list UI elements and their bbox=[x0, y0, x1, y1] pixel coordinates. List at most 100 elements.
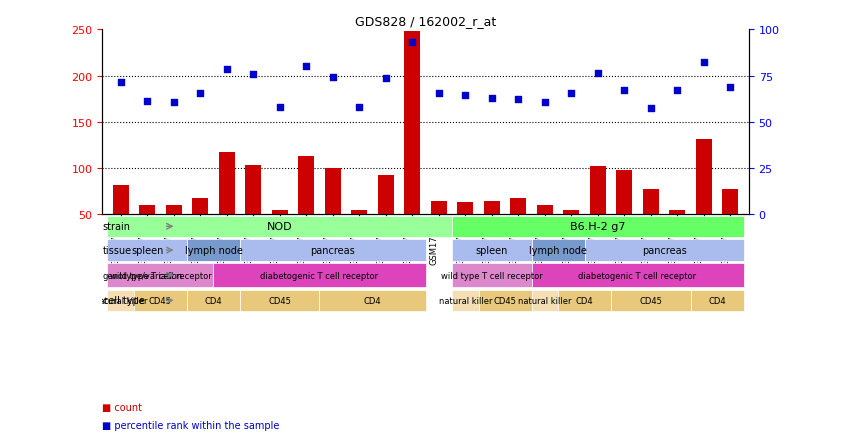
Point bbox=[591, 70, 604, 77]
Point bbox=[193, 91, 207, 98]
Text: pancreas: pancreas bbox=[642, 246, 687, 256]
Text: strain: strain bbox=[103, 222, 131, 232]
FancyBboxPatch shape bbox=[532, 240, 585, 261]
Bar bbox=[484, 201, 500, 215]
FancyBboxPatch shape bbox=[187, 240, 240, 261]
FancyBboxPatch shape bbox=[452, 240, 532, 261]
Point bbox=[459, 92, 472, 99]
Bar bbox=[166, 206, 181, 215]
Point bbox=[485, 95, 499, 102]
Text: NOD: NOD bbox=[267, 222, 293, 232]
Bar bbox=[271, 210, 288, 215]
Bar bbox=[616, 171, 632, 215]
FancyBboxPatch shape bbox=[240, 290, 319, 311]
Text: B6.H-2 g7: B6.H-2 g7 bbox=[570, 222, 625, 232]
Bar bbox=[325, 169, 340, 215]
Bar bbox=[457, 203, 473, 215]
FancyBboxPatch shape bbox=[611, 290, 690, 311]
Point bbox=[697, 59, 711, 66]
Text: CD45: CD45 bbox=[268, 296, 291, 305]
Point bbox=[167, 99, 180, 106]
Text: CD45: CD45 bbox=[639, 296, 662, 305]
Text: lymph node: lymph node bbox=[529, 246, 587, 256]
Point bbox=[618, 87, 631, 94]
Text: CD4: CD4 bbox=[576, 296, 593, 305]
Text: cell type: cell type bbox=[103, 296, 145, 306]
Point bbox=[352, 105, 366, 112]
FancyBboxPatch shape bbox=[585, 240, 744, 261]
Point bbox=[564, 91, 578, 98]
FancyBboxPatch shape bbox=[690, 290, 744, 311]
Point bbox=[538, 99, 551, 106]
Bar bbox=[670, 210, 685, 215]
FancyBboxPatch shape bbox=[240, 240, 426, 261]
Text: CD45: CD45 bbox=[494, 296, 517, 305]
FancyBboxPatch shape bbox=[532, 264, 744, 287]
Point bbox=[432, 91, 446, 98]
Bar bbox=[404, 32, 420, 215]
Bar bbox=[590, 167, 606, 215]
Text: wild type T cell receptor: wild type T cell receptor bbox=[110, 271, 211, 280]
Point bbox=[671, 87, 684, 94]
Text: spleen: spleen bbox=[476, 246, 508, 256]
Bar bbox=[192, 198, 208, 215]
Bar bbox=[511, 198, 526, 215]
Text: CD4: CD4 bbox=[204, 296, 222, 305]
Point bbox=[114, 79, 128, 86]
FancyBboxPatch shape bbox=[558, 290, 611, 311]
Title: GDS828 / 162002_r_at: GDS828 / 162002_r_at bbox=[355, 15, 496, 28]
Text: lymph node: lymph node bbox=[185, 246, 243, 256]
Bar bbox=[431, 201, 447, 215]
FancyBboxPatch shape bbox=[107, 264, 214, 287]
Bar bbox=[696, 139, 711, 215]
Bar bbox=[298, 157, 314, 215]
Text: CD4: CD4 bbox=[363, 296, 381, 305]
Point bbox=[405, 40, 419, 47]
Text: genotype/variation: genotype/variation bbox=[103, 271, 183, 280]
Text: CD4: CD4 bbox=[708, 296, 726, 305]
FancyBboxPatch shape bbox=[107, 216, 452, 237]
Point bbox=[220, 66, 233, 73]
Bar bbox=[378, 175, 394, 215]
FancyBboxPatch shape bbox=[187, 290, 240, 311]
FancyBboxPatch shape bbox=[319, 290, 426, 311]
FancyBboxPatch shape bbox=[478, 290, 532, 311]
FancyBboxPatch shape bbox=[452, 264, 532, 287]
Text: ■ percentile rank within the sample: ■ percentile rank within the sample bbox=[102, 420, 279, 430]
Bar bbox=[245, 166, 261, 215]
Text: ■ count: ■ count bbox=[102, 402, 142, 412]
Point bbox=[644, 105, 658, 112]
Text: diabetogenic T cell receptor: diabetogenic T cell receptor bbox=[260, 271, 379, 280]
Bar bbox=[351, 210, 367, 215]
Text: natural killer: natural killer bbox=[438, 296, 492, 305]
Bar bbox=[643, 189, 659, 215]
FancyBboxPatch shape bbox=[214, 264, 426, 287]
FancyBboxPatch shape bbox=[532, 290, 558, 311]
Text: diabetogenic T cell receptor: diabetogenic T cell receptor bbox=[579, 271, 697, 280]
Bar bbox=[722, 190, 739, 215]
FancyBboxPatch shape bbox=[134, 290, 187, 311]
Text: natural killer: natural killer bbox=[94, 296, 147, 305]
Text: spleen: spleen bbox=[131, 246, 163, 256]
Text: pancreas: pancreas bbox=[311, 246, 355, 256]
Point bbox=[379, 76, 392, 83]
FancyBboxPatch shape bbox=[452, 216, 744, 237]
Text: CD45: CD45 bbox=[149, 296, 172, 305]
Point bbox=[511, 96, 525, 103]
FancyBboxPatch shape bbox=[452, 290, 478, 311]
Text: tissue: tissue bbox=[103, 246, 132, 256]
Point bbox=[300, 64, 313, 71]
Point bbox=[273, 105, 287, 112]
Bar bbox=[140, 206, 155, 215]
Point bbox=[140, 98, 154, 105]
Point bbox=[247, 71, 260, 78]
FancyBboxPatch shape bbox=[107, 240, 187, 261]
Point bbox=[326, 74, 340, 81]
Bar bbox=[537, 206, 553, 215]
Bar bbox=[112, 185, 129, 215]
Bar bbox=[219, 153, 235, 215]
Bar bbox=[563, 210, 580, 215]
Point bbox=[723, 84, 737, 91]
Text: natural killer: natural killer bbox=[518, 296, 572, 305]
FancyBboxPatch shape bbox=[107, 290, 134, 311]
